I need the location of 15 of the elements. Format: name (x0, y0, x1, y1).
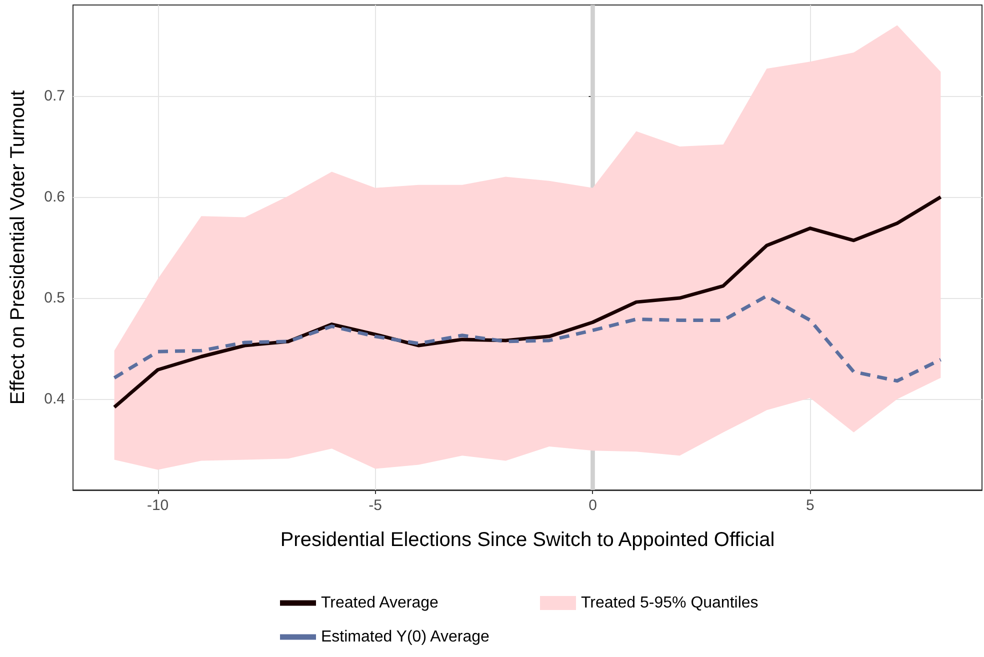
x-tick-label: -10 (146, 497, 169, 514)
x-tick-label: 5 (806, 497, 814, 514)
x-tick-label: -5 (368, 497, 382, 514)
x-axis-title: Presidential Elections Since Switch to Appointed Official (280, 529, 775, 551)
legend-label: Treated 5-95% Quantiles (581, 594, 758, 612)
y-tick-label: 0.6 (44, 188, 65, 206)
x-tick-label: 0 (588, 497, 597, 514)
line-series (112, 294, 942, 383)
y-tick-label: 0.7 (44, 87, 65, 104)
y-axis-title: Effect on Presidential Voter Turnout (7, 90, 29, 405)
line-series (112, 195, 942, 409)
y-tick-label: 0.5 (44, 290, 65, 307)
y-tick-label: 0.4 (44, 390, 65, 408)
legend-label: Treated Average (321, 594, 439, 612)
legend-label: Estimated Y(0) Average (321, 628, 490, 646)
